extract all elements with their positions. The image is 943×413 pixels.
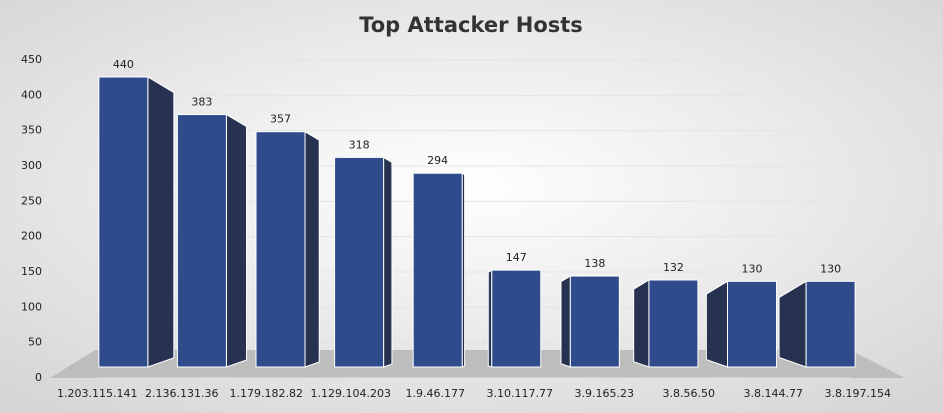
- y-tick-label: 450: [21, 53, 42, 66]
- value-label: 440: [113, 58, 134, 71]
- x-tick-label: 1.9.46.177: [406, 387, 465, 400]
- x-tick-label: 3.10.117.77: [487, 387, 553, 400]
- chart-title: Top Attacker Hosts: [359, 13, 583, 37]
- x-tick-label: 3.9.165.23: [575, 387, 634, 400]
- y-tick-label: 250: [21, 194, 42, 207]
- bar-side: [383, 156, 393, 368]
- bar: [491, 269, 542, 368]
- value-label: 357: [270, 113, 291, 126]
- bar: [255, 131, 306, 368]
- bar-side: [225, 113, 248, 368]
- value-label: 318: [349, 138, 370, 151]
- value-label: 383: [191, 96, 212, 109]
- bar: [569, 275, 620, 368]
- value-label: 130: [742, 262, 763, 275]
- bar: [412, 172, 463, 368]
- y-tick-label: 50: [28, 336, 42, 349]
- bar: [727, 280, 778, 368]
- bar-side: [487, 269, 493, 368]
- bar: [334, 156, 385, 368]
- x-tick-label: 2.136.131.36: [145, 387, 218, 400]
- bar: [176, 114, 227, 368]
- bar: [648, 279, 699, 368]
- x-tick-label: 1.129.104.203: [311, 387, 391, 400]
- bar: [805, 280, 856, 368]
- bar-side: [147, 76, 175, 368]
- x-tick-label: 3.8.56.50: [663, 387, 715, 400]
- bar-side: [705, 280, 729, 368]
- y-tick-label: 300: [21, 159, 42, 172]
- x-tick-label: 1.179.182.82: [230, 387, 303, 400]
- value-label: 132: [663, 261, 684, 274]
- y-tick-label: 0: [35, 371, 42, 384]
- y-tick-label: 200: [21, 230, 42, 243]
- y-tick-label: 400: [21, 88, 42, 101]
- bar-side: [304, 130, 320, 368]
- value-label: 130: [820, 262, 841, 275]
- y-tick-label: 350: [21, 124, 42, 137]
- bar-side: [633, 279, 650, 368]
- bar: [98, 76, 149, 368]
- value-label: 138: [584, 257, 605, 270]
- x-tick-label: 3.8.144.77: [744, 387, 803, 400]
- y-tick-label: 150: [21, 265, 42, 278]
- y-tick-label: 100: [21, 300, 42, 313]
- value-label: 294: [427, 154, 448, 167]
- x-tick-label: 3.8.197.154: [825, 387, 891, 400]
- value-label: 147: [506, 251, 527, 264]
- bar-side: [560, 275, 571, 368]
- x-tick-label: 1.203.115.141: [57, 387, 137, 400]
